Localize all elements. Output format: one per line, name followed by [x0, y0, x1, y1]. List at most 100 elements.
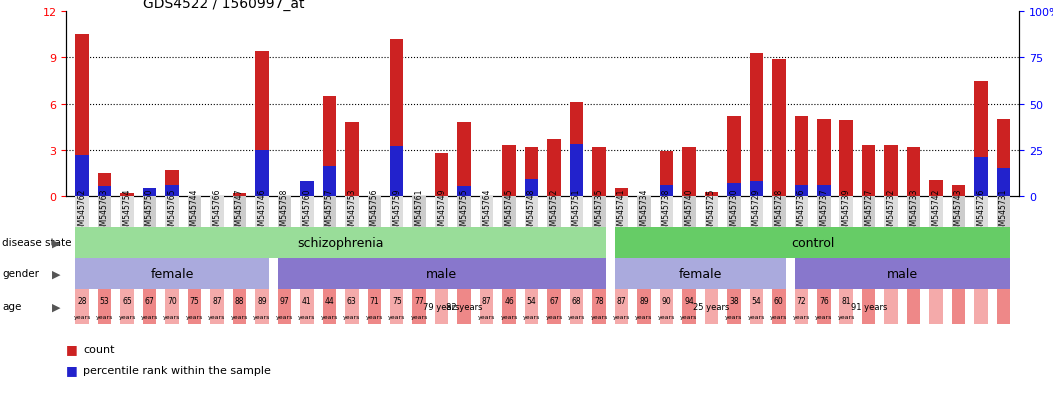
Text: female: female: [151, 267, 194, 280]
Bar: [390, 40, 403, 196]
Bar: [570, 196, 583, 227]
Text: years: years: [591, 314, 608, 319]
Text: years: years: [185, 314, 203, 319]
Text: years: years: [231, 314, 249, 319]
Text: years: years: [726, 314, 742, 319]
Bar: [435, 153, 449, 196]
Bar: [345, 289, 358, 324]
Text: years: years: [208, 314, 225, 319]
Bar: [143, 189, 156, 196]
Text: years: years: [658, 314, 675, 319]
Bar: [952, 289, 966, 324]
Text: 78: 78: [594, 296, 603, 305]
Bar: [885, 289, 898, 324]
Bar: [480, 289, 494, 324]
Bar: [839, 121, 853, 196]
Text: GSM545725: GSM545725: [707, 188, 716, 235]
Text: years: years: [389, 314, 405, 319]
Bar: [750, 289, 763, 324]
Bar: [592, 289, 605, 324]
Text: 65: 65: [122, 296, 132, 305]
Text: GSM545737: GSM545737: [819, 188, 829, 235]
Bar: [345, 196, 358, 227]
Bar: [255, 52, 269, 196]
Text: years: years: [298, 314, 316, 319]
Text: GSM545734: GSM545734: [639, 188, 649, 235]
Text: GSM545744: GSM545744: [190, 188, 199, 235]
Text: count: count: [83, 344, 115, 354]
Bar: [278, 196, 291, 227]
Bar: [233, 289, 246, 324]
Text: 77: 77: [414, 296, 424, 305]
Bar: [795, 116, 808, 196]
Bar: [502, 196, 516, 227]
Text: 70: 70: [167, 296, 177, 305]
Bar: [795, 289, 808, 324]
Bar: [211, 196, 223, 227]
Text: GSM545748: GSM545748: [528, 188, 536, 235]
Bar: [98, 289, 112, 324]
Text: 60: 60: [774, 296, 783, 305]
Bar: [570, 289, 583, 324]
Bar: [862, 289, 875, 324]
Bar: [974, 196, 988, 227]
Text: 44: 44: [324, 296, 334, 305]
Text: GSM545764: GSM545764: [482, 188, 491, 235]
Bar: [907, 196, 920, 227]
Text: GSM545757: GSM545757: [324, 188, 334, 235]
Bar: [457, 289, 471, 324]
Text: 54: 54: [526, 296, 536, 305]
Bar: [885, 196, 898, 227]
Bar: [615, 196, 629, 227]
Bar: [750, 196, 763, 227]
Bar: [728, 196, 740, 227]
Text: 46: 46: [504, 296, 514, 305]
Text: GSM545750: GSM545750: [145, 188, 154, 235]
Bar: [930, 196, 942, 227]
Text: GSM545749: GSM545749: [437, 188, 446, 235]
Text: GSM545745: GSM545745: [504, 188, 514, 235]
Bar: [187, 196, 201, 227]
Bar: [143, 188, 156, 196]
Bar: [659, 196, 673, 227]
Text: disease state: disease state: [2, 237, 72, 248]
Bar: [839, 196, 853, 227]
Text: years: years: [613, 314, 630, 319]
Bar: [839, 289, 853, 324]
Bar: [862, 196, 875, 227]
Bar: [997, 169, 1010, 196]
Text: GSM545730: GSM545730: [730, 188, 738, 235]
Text: 87: 87: [617, 296, 627, 305]
Text: GSM545731: GSM545731: [999, 188, 1008, 235]
Text: GSM545736: GSM545736: [797, 188, 806, 235]
Bar: [300, 289, 314, 324]
Bar: [682, 196, 696, 227]
Bar: [817, 196, 831, 227]
Text: ▶: ▶: [52, 301, 60, 312]
Text: 67: 67: [550, 296, 559, 305]
Text: years: years: [276, 314, 293, 319]
Bar: [548, 196, 561, 227]
Bar: [143, 196, 156, 227]
Text: GSM545760: GSM545760: [302, 188, 312, 235]
Bar: [255, 196, 269, 227]
Text: 63: 63: [346, 296, 357, 305]
Text: male: male: [887, 267, 918, 280]
Bar: [772, 60, 786, 196]
Text: GSM545755: GSM545755: [460, 188, 469, 235]
Text: 91 years: 91 years: [851, 302, 887, 311]
Bar: [278, 258, 605, 289]
Text: years: years: [478, 314, 495, 319]
Text: age: age: [2, 301, 21, 312]
Text: female: female: [678, 267, 722, 280]
Text: GSM545759: GSM545759: [392, 188, 401, 235]
Bar: [390, 196, 403, 227]
Text: years: years: [770, 314, 788, 319]
Bar: [997, 196, 1010, 227]
Text: 67: 67: [144, 296, 155, 305]
Bar: [143, 289, 156, 324]
Bar: [592, 147, 605, 196]
Text: GSM545765: GSM545765: [167, 188, 177, 235]
Text: years: years: [748, 314, 766, 319]
Bar: [772, 196, 786, 227]
